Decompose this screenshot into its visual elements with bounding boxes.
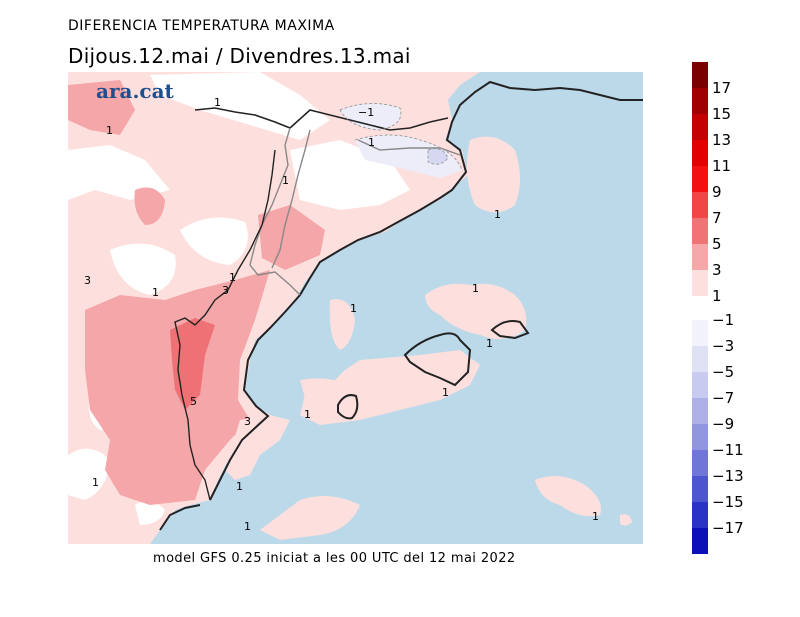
contour-label: 5 [190,395,197,408]
contour-label: 1 [152,286,159,299]
legend-swatch [692,192,708,218]
map-area [68,72,643,544]
contour-label: 1 [494,208,501,221]
legend-label: 1 [712,287,722,305]
legend-swatch [692,270,708,296]
contour-label: 1 [244,520,251,533]
color-legend: 17 15 13 11 9 7 5 3 1 −1 −3 −5 −7 −9 −11 −13 −15 −17 [692,62,744,554]
sea-plus1-zones [225,136,632,540]
contour-label: 1 [472,282,479,295]
legend-label: −7 [712,389,734,407]
contour-label: 1 [486,337,493,350]
legend-label: 15 [712,105,731,123]
contour-label: 3 [222,284,229,297]
legend-swatch [692,114,708,140]
ara-cat-logo: ara.cat [96,79,175,103]
contours [339,103,463,171]
contour-label: 3 [84,274,91,287]
contour-label: 1 [368,136,375,149]
contour-label: 1 [304,408,311,421]
contour-label: 3 [244,415,251,428]
legend-swatch [692,528,708,554]
contour-label: 1 [229,271,236,284]
contour-label: 1 [282,174,289,187]
legend-swatch [692,320,708,346]
legend-label: −1 [712,311,734,329]
contour-label: 1 [236,480,243,493]
legend-swatch [692,346,708,372]
legend-swatch [692,424,708,450]
legend-swatch [692,502,708,528]
legend-label: −13 [712,467,744,485]
date-range-subtitle: Dijous.12.mai / Divendres.13.mai [68,44,411,68]
legend-label: 5 [712,235,722,253]
contour-label: 1 [92,476,99,489]
spain-region-borders [174,149,276,501]
legend-swatch [692,372,708,398]
legend-label: 3 [712,261,722,279]
legend-swatch [692,62,708,88]
country-border [194,107,449,131]
contour-label: 1 [442,386,449,399]
contour-label: 1 [106,124,113,137]
legend-label: −15 [712,493,744,511]
legend-label: 7 [712,209,722,227]
legend-label: 13 [712,131,731,149]
legend-label: −5 [712,363,734,381]
legend-swatch [692,450,708,476]
contour-label: −1 [358,106,374,119]
legend-label: −3 [712,337,734,355]
region-borders [249,127,461,296]
model-run-caption: model GFS 0.25 iniciat a les 00 UTC del … [153,551,516,566]
minus3-zone [428,148,448,165]
legend-swatch [692,476,708,502]
legend-label: −11 [712,441,744,459]
legend-label: 11 [712,157,731,175]
legend-swatch [692,140,708,166]
coastline [159,80,643,531]
legend-swatch [692,218,708,244]
legend-swatch [692,398,708,424]
contour-label: 1 [214,96,221,109]
chart-title: DIFERENCIA TEMPERATURA MAXIMA [68,18,335,34]
legend-label: 9 [712,183,722,201]
legend-label: −9 [712,415,734,433]
contour-labels: 1 1 −1 1 1 1 3 1 3 1 1 1 1 5 1 3 1 1 1 1… [84,96,599,533]
contour-label: 1 [592,510,599,523]
legend-label: 17 [712,79,731,97]
legend-label: −17 [712,519,744,537]
legend-swatch [692,166,708,192]
zero-patches [68,72,410,525]
legend-swatch [692,244,708,270]
contour-label: 1 [350,302,357,315]
legend-swatch [692,88,708,114]
